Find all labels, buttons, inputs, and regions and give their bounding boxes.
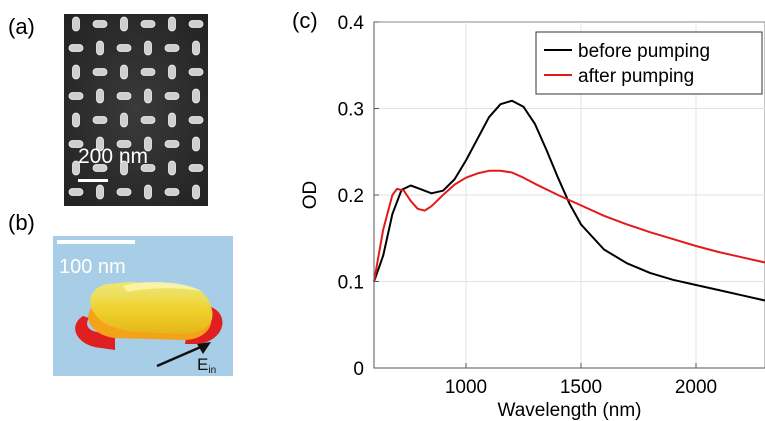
chart-legend: before pumping after pumping (535, 31, 763, 95)
sem-rod (140, 68, 156, 76)
sem-rod (164, 140, 180, 148)
panel-label-c: (c) (292, 8, 318, 33)
sem-rod (168, 160, 176, 176)
sem-rod (140, 20, 156, 28)
sem-image: 200 nm (64, 14, 208, 206)
sem-rod (116, 92, 132, 100)
sem-rod (144, 136, 152, 152)
sem-rod (116, 188, 132, 196)
sem-rod (144, 184, 152, 200)
y-tick-label: 0 (353, 359, 364, 380)
x-tick-label: 1000 (445, 377, 487, 398)
sem-rod (120, 16, 128, 32)
field-arrow-icon (197, 342, 211, 354)
series-line-after-pumping (373, 169, 765, 282)
sem-rod (188, 20, 204, 28)
y-tick-label: 0.1 (338, 273, 364, 294)
sem-rod (68, 44, 84, 52)
sem-rod (72, 112, 80, 128)
sem-rod (168, 16, 176, 32)
sem-rod (168, 64, 176, 80)
nanorod-highlight (123, 282, 203, 292)
field-label-main: E (197, 355, 208, 374)
od-spectrum-chart: 0 0.1 0.2 0.3 0.4 1000 1500 2000 Wavelength (nm… (300, 13, 765, 421)
sem-rod (188, 164, 204, 172)
sem-rod (92, 164, 108, 172)
nanorod-illustration: Ein 100 nm (53, 236, 233, 376)
field-label: Ein (197, 355, 216, 376)
sem-rod (72, 160, 80, 176)
sem-rod (188, 68, 204, 76)
sem-rod (140, 116, 156, 124)
sem-rod (188, 116, 204, 124)
field-label-sub: in (208, 365, 216, 376)
field-arrow-line (156, 344, 204, 368)
x-axis-label: Wavelength (nm) (498, 400, 642, 421)
legend-entry: before pumping (578, 41, 710, 62)
sem-scale-bar (78, 179, 108, 182)
sem-rod (192, 88, 200, 104)
y-tick-label: 0.4 (338, 13, 365, 34)
sem-rod (68, 140, 84, 148)
series-line-before-pumping (373, 99, 765, 302)
sem-rod (164, 92, 180, 100)
sem-rod (116, 140, 132, 148)
sem-rod (68, 92, 84, 100)
y-tick-label: 0.2 (338, 186, 364, 207)
sem-rod (92, 20, 108, 28)
rod-scale-bar (57, 240, 135, 244)
sem-rod (192, 136, 200, 152)
sem-rod (192, 40, 200, 56)
sem-rod (96, 136, 104, 152)
nanorod-body (90, 282, 213, 334)
x-tick-label: 1500 (560, 377, 602, 398)
y-axis-label: OD (300, 181, 321, 210)
sem-rod (96, 88, 104, 104)
sem-rod (92, 68, 108, 76)
sem-rod (144, 40, 152, 56)
sem-rod (192, 184, 200, 200)
sem-background (64, 14, 208, 206)
rod-scale-label: 100 nm (59, 256, 126, 278)
legend-box (535, 31, 763, 95)
x-tick-label: 2000 (675, 377, 717, 398)
sem-rod (140, 164, 156, 172)
chart-series (373, 99, 765, 302)
panel-label-b: (b) (8, 210, 35, 235)
sem-rod (164, 188, 180, 196)
sem-rods (68, 16, 204, 200)
sem-rod (72, 64, 80, 80)
y-tick-label: 0.3 (338, 100, 364, 121)
sem-rod (72, 16, 80, 32)
sem-rod (96, 40, 104, 56)
chart-grid (374, 22, 765, 368)
rod-hotspot-left (75, 316, 115, 350)
sem-rod (144, 88, 152, 104)
chart-ticks: 0 0.1 0.2 0.3 0.4 1000 1500 2000 (338, 13, 718, 398)
sem-rod (164, 44, 180, 52)
sem-rod (120, 160, 128, 176)
panel-label-a: (a) (8, 14, 35, 39)
sem-rod (96, 184, 104, 200)
sem-scale-label: 200 nm (78, 145, 149, 168)
sem-rod (120, 64, 128, 80)
sem-rod (116, 44, 132, 52)
nanorod-drawing: Ein (57, 240, 223, 376)
sem-rod (68, 188, 84, 196)
legend-entry: after pumping (578, 66, 694, 87)
sem-pattern (64, 14, 208, 206)
sem-rod (168, 112, 176, 128)
sem-rod (92, 116, 108, 124)
sem-rod (120, 112, 128, 128)
